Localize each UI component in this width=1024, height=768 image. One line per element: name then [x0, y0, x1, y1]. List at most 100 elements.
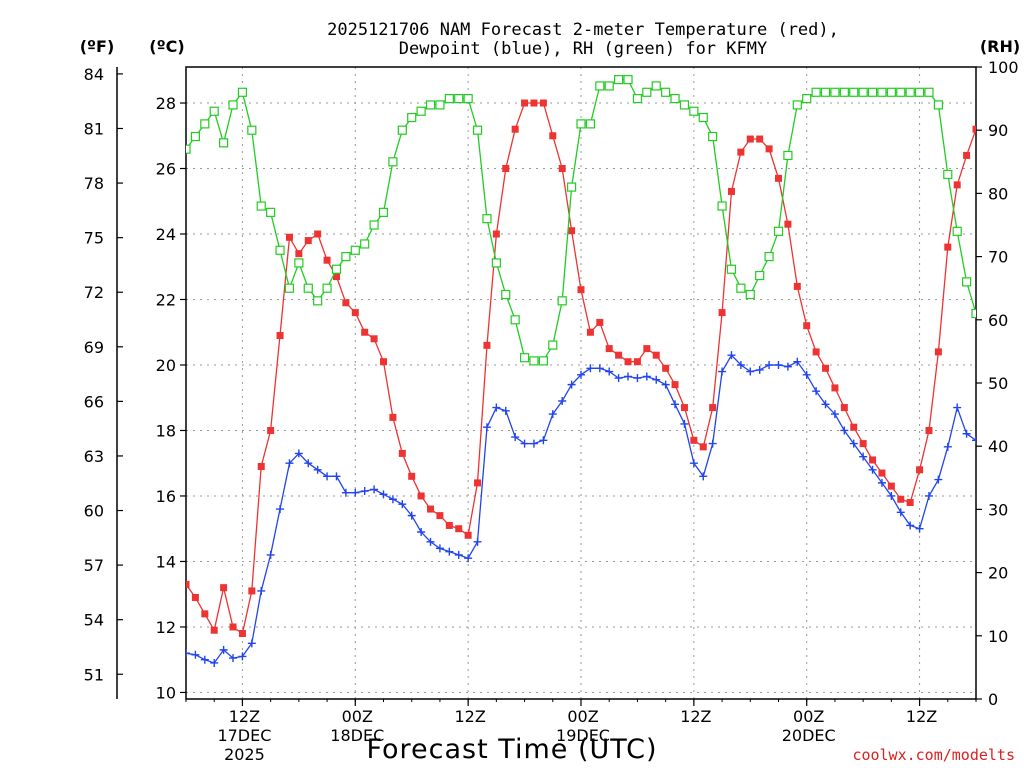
temperature-point — [831, 384, 839, 392]
dewpoint-point — [821, 400, 830, 409]
rh-point — [510, 315, 520, 325]
dewpoint-point — [868, 465, 877, 474]
fahrenheit-tick-label: 54 — [84, 611, 104, 630]
rh-point — [200, 119, 210, 129]
dewpoint-point — [257, 586, 266, 595]
dewpoint-point — [464, 554, 473, 563]
dewpoint-point — [323, 472, 332, 481]
rh-point — [313, 296, 323, 306]
fahrenheit-tick-label: 75 — [84, 229, 104, 248]
rh-point — [858, 87, 868, 97]
temperature-point — [925, 426, 933, 434]
temperature-point — [323, 256, 331, 264]
rh-point — [407, 112, 417, 123]
temperature-point — [549, 132, 557, 140]
rh-point — [284, 283, 295, 293]
temperature-point — [436, 512, 444, 520]
temperature-point — [897, 495, 905, 503]
celsius-tick-label: 10 — [156, 683, 176, 702]
rh-point — [463, 93, 473, 104]
rh-point — [237, 87, 248, 97]
temperature-point — [285, 233, 293, 241]
temperature-point — [445, 521, 453, 529]
dewpoint-point — [906, 521, 915, 530]
rh-point — [886, 87, 896, 97]
dewpoint-point — [708, 439, 717, 448]
temperature-point — [521, 99, 529, 107]
fahrenheit-tick-label: 69 — [84, 338, 104, 357]
dewpoint-point — [972, 436, 976, 445]
dewpoint-point — [210, 658, 219, 667]
temperature-point — [464, 531, 472, 539]
rh-point — [416, 106, 426, 116]
temperature-point — [229, 623, 237, 631]
temperature-point — [276, 332, 284, 340]
temperature-point — [295, 250, 303, 258]
temperature-point — [690, 436, 698, 444]
dewpoint-point — [652, 375, 661, 384]
rh-point — [266, 207, 276, 217]
temperature-point — [577, 286, 585, 294]
rh-point — [651, 81, 661, 91]
axes — [116, 66, 982, 706]
dewpoint-point — [934, 475, 943, 484]
temperature-point — [784, 220, 792, 228]
dewpoint-point — [539, 436, 548, 445]
rh-point — [642, 87, 652, 97]
celsius-tick-label: 28 — [156, 94, 176, 113]
x-tick-label: 00Z — [342, 707, 373, 726]
dewpoint-point — [783, 362, 792, 371]
temperature-point — [220, 584, 228, 592]
x-axis-label: Forecast Time (UTC) — [366, 734, 657, 765]
x-tick-label: 20DEC — [782, 726, 836, 745]
dewpoint-point — [529, 439, 538, 448]
temperature-point — [737, 148, 745, 156]
rh-point — [849, 87, 859, 97]
temperature-point — [643, 345, 651, 353]
temperature-point — [530, 99, 538, 107]
temperature-point — [718, 309, 726, 317]
temperature-point — [840, 404, 848, 412]
rh-point — [491, 258, 501, 268]
dewpoint-point — [915, 524, 924, 533]
dewpoint-point — [388, 495, 397, 504]
rh-point — [961, 277, 972, 287]
x-tick-label: 00Z — [793, 707, 824, 726]
rh-point — [294, 258, 304, 268]
fahrenheit-axis-unit: (ºF) — [80, 37, 115, 56]
dewpoint-point — [614, 374, 623, 383]
series-rh — [186, 75, 976, 366]
rh-point — [190, 131, 201, 142]
fahrenheit-tick-label: 60 — [84, 502, 104, 521]
rh-point — [341, 252, 351, 262]
dewpoint-point — [191, 650, 200, 659]
fahrenheit-tick-label: 72 — [84, 283, 104, 302]
rh-tick-label: 80 — [988, 184, 1008, 203]
rh-point — [905, 87, 915, 97]
rh-point — [186, 144, 191, 154]
rh-point — [802, 93, 812, 104]
temperature-point — [257, 463, 265, 471]
x-tick-label: 12Z — [906, 707, 937, 726]
rh-point — [604, 81, 614, 91]
dewpoint-point — [294, 449, 303, 458]
rh-point — [454, 93, 464, 104]
temperature-point — [822, 364, 830, 372]
dewpoint-point — [605, 367, 614, 376]
rh-point — [529, 356, 539, 366]
dewpoint-point — [624, 372, 633, 381]
rh-point — [576, 119, 586, 129]
rh-point — [256, 201, 266, 211]
rh-point — [228, 100, 238, 110]
temperature-point — [850, 423, 858, 431]
temperature-point — [389, 413, 397, 421]
dewpoint-point — [736, 360, 745, 369]
dewpoint-point — [473, 537, 482, 546]
temperature-point — [558, 165, 566, 173]
x-tick-label: 12Z — [680, 707, 711, 726]
rh-tick-label: 0 — [988, 690, 998, 709]
rh-point — [623, 75, 633, 85]
rh-point — [698, 112, 708, 123]
dewpoint-point — [746, 367, 755, 376]
